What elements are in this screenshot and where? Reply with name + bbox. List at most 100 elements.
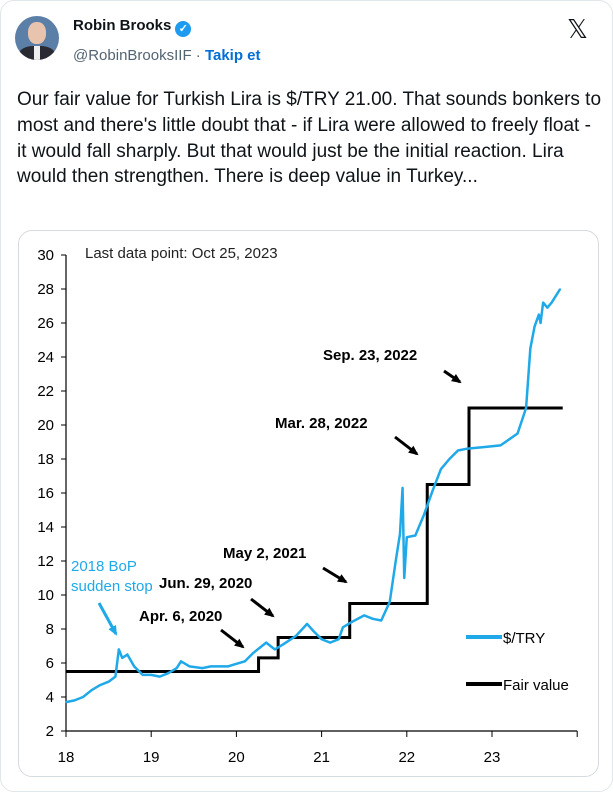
usdtry-point (201, 667, 204, 669)
y-tick-label: 4 (46, 689, 54, 706)
usdtry-point (218, 665, 221, 668)
arrow-head (108, 625, 117, 636)
y-tick-label: 10 (37, 587, 54, 604)
usdtry-point (150, 674, 152, 676)
annotation-arrow-icon (322, 566, 348, 584)
usdtry-point (167, 672, 170, 674)
x-tick-label: 20 (228, 749, 245, 766)
usdtry-point (180, 660, 182, 663)
usdtry-point (306, 623, 308, 625)
y-tick-label: 24 (37, 349, 54, 366)
x-tick-label: 22 (398, 749, 415, 766)
y-tick-label: 20 (37, 417, 54, 434)
y-tick-label: 14 (37, 519, 54, 536)
usdtry-point (227, 665, 229, 668)
chart-note: Last data point: Oct 25, 2023 (85, 245, 278, 262)
usdtry-line (65, 288, 562, 704)
annotation-may-2021: May 2, 2021 (223, 545, 306, 562)
annotation-bop-line2: sudden stop (71, 578, 153, 595)
x-tick-label: 23 (484, 749, 501, 766)
usdtry-point (114, 675, 117, 678)
y-tick-label: 26 (37, 315, 54, 332)
usdtry-point (440, 468, 442, 470)
usdtry-point (126, 653, 129, 656)
usdtry-point (188, 665, 191, 668)
y-tick-label: 8 (46, 621, 54, 638)
follow-button[interactable]: Takip et (204, 47, 261, 64)
usdtry-point (107, 680, 110, 683)
usdtry-point (175, 667, 178, 669)
usdtry-point (73, 699, 76, 702)
usdtry-point (371, 618, 374, 620)
usdtry-point (457, 449, 459, 452)
usdtry-point (465, 448, 468, 450)
usdtry-point (252, 652, 255, 654)
usdtry-point (265, 641, 268, 644)
usdtry-point (448, 458, 451, 460)
chart-image[interactable]: Last data point: Oct 25, 2023 2 4 6 8 10 12 14… (18, 230, 599, 777)
usdtry-point (529, 347, 532, 350)
avatar[interactable] (15, 16, 59, 60)
usdtry-point (210, 665, 212, 668)
usdtry-point (406, 536, 408, 538)
y-tick-label: 2 (46, 723, 54, 740)
annotation-arrow-icon (443, 369, 462, 384)
usdtry-point (329, 641, 331, 644)
fair-value-chart: Last data point: Oct 25, 2023 2468101214… (37, 245, 578, 766)
arrow-head (337, 574, 348, 584)
usdtry-point (282, 643, 285, 646)
x-tick-label: 18 (58, 749, 75, 766)
usdtry-point (538, 313, 540, 316)
y-tick-label: 6 (46, 655, 54, 672)
usdtry-point (559, 288, 561, 290)
usdtry-point (363, 614, 366, 617)
fair-value-line (66, 406, 563, 673)
x-tick-label: 19 (143, 749, 160, 766)
usdtry-point (550, 301, 553, 304)
arrow-head (408, 445, 419, 456)
usdtry-point (337, 638, 340, 640)
usdtry-point (350, 621, 353, 623)
y-tick-label: 30 (37, 247, 54, 264)
x-logo-icon[interactable]: 𝕏 (567, 15, 588, 45)
usdtry-point (403, 577, 406, 579)
arrow-head (234, 638, 245, 649)
annotations: Sep. 23, 2022 Mar. 28, 2022 May 2, 2021 … (71, 347, 417, 625)
usdtry-point (516, 432, 519, 435)
y-tick-label: 28 (37, 281, 54, 298)
usdtry-point (394, 560, 397, 562)
usdtry-point (388, 601, 391, 603)
usdtry-point (295, 635, 297, 637)
annotation-sep-2022: Sep. 23, 2022 (323, 347, 417, 364)
usdtry-point (499, 444, 502, 447)
usdtry-point (414, 534, 417, 537)
usdtry-point (121, 657, 124, 659)
verified-badge-icon: ✓ (175, 21, 192, 37)
usdtry-point (342, 626, 344, 629)
usdtry-point (539, 322, 542, 324)
usdtry-point (546, 306, 549, 309)
annotation-bop-line1: 2018 BoP (71, 558, 137, 575)
usdtry-point (82, 696, 84, 698)
y-tick-label: 18 (37, 451, 54, 468)
usdtry-point (141, 674, 144, 676)
tweet-text: Our fair value for Turkish Lira is $/TRY… (17, 89, 602, 188)
arrow-head (451, 373, 462, 384)
annotation-jun-2020: Jun. 29, 2020 (159, 575, 252, 592)
author-name[interactable]: Robin Brooks ✓ (73, 17, 192, 37)
y-tick-label: 16 (37, 485, 54, 502)
annotation-arrow-icon (250, 597, 275, 618)
usdtry-point (401, 487, 404, 489)
usdtry-point (244, 660, 246, 663)
author-handle[interactable]: @RobinBrooksIIF (73, 47, 192, 64)
y-tick-label: 12 (37, 553, 54, 570)
usdtry-point (431, 490, 434, 493)
usdtry-point (99, 684, 101, 686)
usdtry-point (235, 663, 238, 665)
legend: $/TRY Fair value (466, 630, 569, 694)
usdtry-point (399, 533, 401, 535)
annotation-arrow-icon (394, 435, 419, 456)
usdtry-point (65, 701, 67, 703)
usdtry-point (312, 629, 314, 632)
